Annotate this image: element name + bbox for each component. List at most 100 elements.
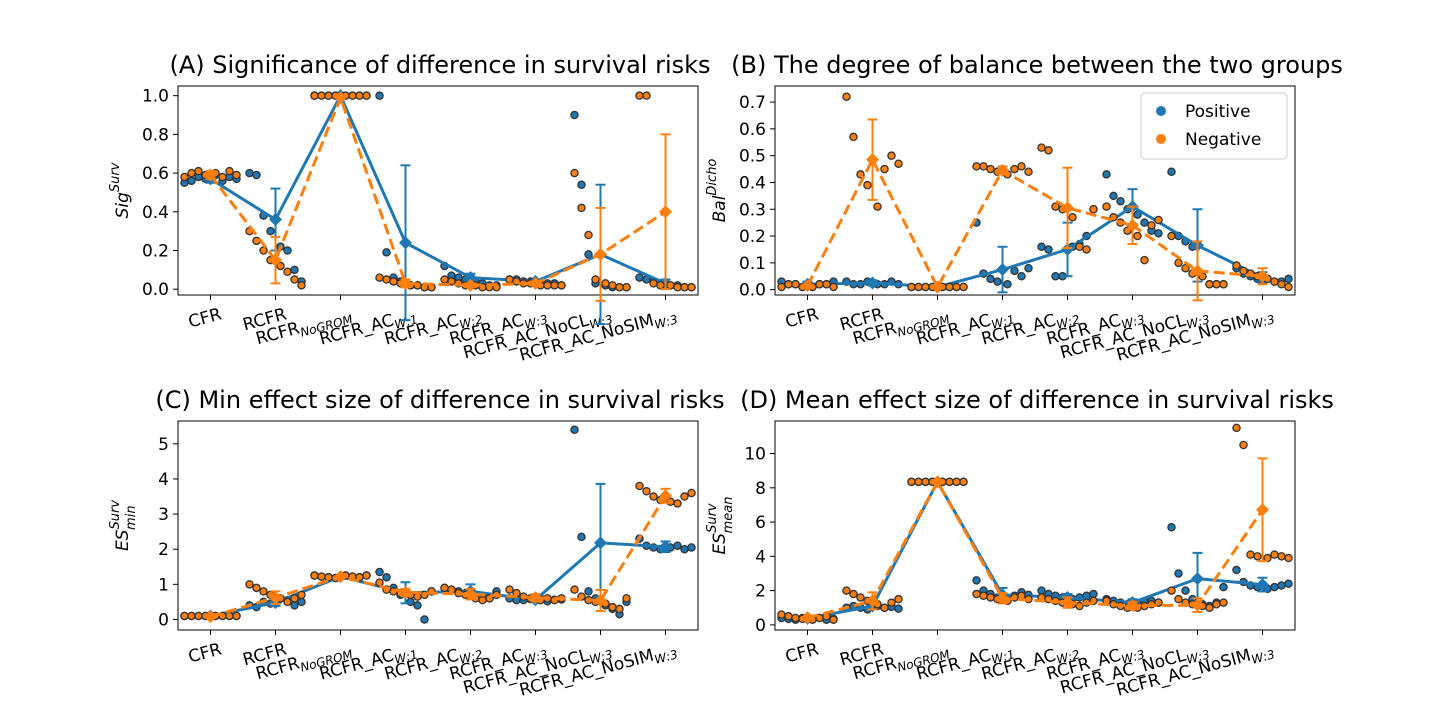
- data-point: [1239, 266, 1248, 276]
- data-point: [266, 226, 275, 236]
- axes-frame: [774, 420, 1296, 631]
- data-point: [297, 597, 306, 607]
- data-point: [1051, 202, 1060, 211]
- data-point: [413, 601, 422, 610]
- data-point: [1205, 280, 1214, 289]
- mean-marker: [931, 475, 944, 489]
- data-point: [577, 180, 586, 189]
- mean-marker: [594, 593, 607, 607]
- data-point: [180, 172, 189, 182]
- data-point: [608, 602, 617, 612]
- data-point: [1167, 167, 1176, 176]
- data-point: [420, 615, 429, 624]
- data-point: [642, 487, 651, 496]
- data-point: [259, 246, 268, 255]
- mean-line: [209, 92, 667, 285]
- series-negative: [180, 91, 696, 302]
- mean-marker: [464, 278, 477, 292]
- legend-marker: [1156, 134, 1166, 144]
- data-point: [1024, 263, 1033, 273]
- mean-marker: [594, 247, 607, 261]
- data-point: [777, 610, 786, 619]
- data-point: [687, 543, 696, 552]
- data-point: [1037, 586, 1046, 595]
- data-point: [649, 492, 658, 501]
- data-point: [849, 132, 858, 142]
- data-point: [1010, 164, 1019, 174]
- data-point: [829, 282, 838, 292]
- data-point: [1219, 582, 1228, 592]
- mean-marker: [1256, 503, 1269, 517]
- data-point: [1044, 245, 1053, 254]
- legend-label: Positive: [1185, 102, 1251, 122]
- data-point: [1212, 600, 1221, 609]
- data-point: [389, 277, 398, 286]
- data-point: [1174, 594, 1183, 604]
- data-point: [894, 159, 903, 168]
- data-point: [375, 91, 384, 100]
- data-point: [577, 203, 586, 213]
- y-axis-label: ESSurvmean: [705, 497, 736, 555]
- mean-marker: [204, 610, 217, 624]
- data-point: [1270, 550, 1279, 559]
- data-point: [822, 280, 831, 289]
- mean-line: [210, 495, 667, 619]
- data-point: [1284, 282, 1293, 292]
- data-point: [887, 151, 896, 160]
- data-point: [687, 283, 696, 292]
- data-point: [1232, 423, 1241, 433]
- data-point: [194, 166, 203, 176]
- data-point: [317, 572, 326, 581]
- data-point: [440, 275, 449, 284]
- mean-marker: [204, 168, 217, 182]
- axes-frame: [177, 85, 699, 296]
- mean-marker: [1061, 242, 1074, 256]
- y-tick-label: 0.7: [739, 93, 766, 113]
- data-point: [290, 594, 299, 603]
- data-point: [420, 590, 429, 600]
- y-tick-label: 4: [158, 470, 169, 490]
- data-point: [1219, 598, 1228, 607]
- data-point: [784, 280, 793, 289]
- data-point: [1174, 569, 1183, 578]
- data-point: [557, 281, 566, 290]
- data-point: [505, 585, 514, 594]
- data-point: [894, 594, 903, 604]
- data-point: [656, 281, 665, 290]
- data-point: [993, 277, 1002, 286]
- data-point: [979, 162, 988, 171]
- data-point: [972, 576, 981, 585]
- mean-marker: [1126, 218, 1139, 232]
- mean-marker: [269, 591, 282, 605]
- data-point: [959, 282, 968, 292]
- data-point: [187, 168, 196, 178]
- mean-marker: [866, 276, 879, 290]
- data-point: [1037, 143, 1046, 152]
- mean-line: [209, 93, 667, 287]
- mean-marker: [399, 276, 412, 290]
- data-point: [1284, 553, 1293, 563]
- data-point: [375, 567, 384, 577]
- data-point: [635, 273, 644, 282]
- data-point: [945, 282, 954, 292]
- data-point: [194, 611, 203, 621]
- data-point: [666, 281, 675, 290]
- data-point: [687, 488, 696, 498]
- legend-frame: [1140, 92, 1288, 160]
- data-point: [310, 571, 319, 580]
- y-tick-label: 0.4: [142, 203, 169, 223]
- mean-marker: [996, 163, 1009, 177]
- data-point: [180, 611, 189, 621]
- legend: Positive Negative: [1140, 92, 1288, 160]
- mean-marker: [866, 153, 879, 167]
- data-point: [622, 283, 631, 292]
- y-tick-label: 3: [158, 505, 169, 525]
- panel-a: (A) Significance of difference in surviv…: [108, 51, 711, 366]
- mean-marker: [1126, 599, 1139, 613]
- data-point: [1010, 266, 1019, 276]
- data-point: [952, 282, 961, 292]
- data-point: [1154, 229, 1163, 238]
- legend-label: Negative: [1185, 130, 1261, 150]
- data-point: [1246, 550, 1255, 559]
- data-point: [276, 261, 285, 271]
